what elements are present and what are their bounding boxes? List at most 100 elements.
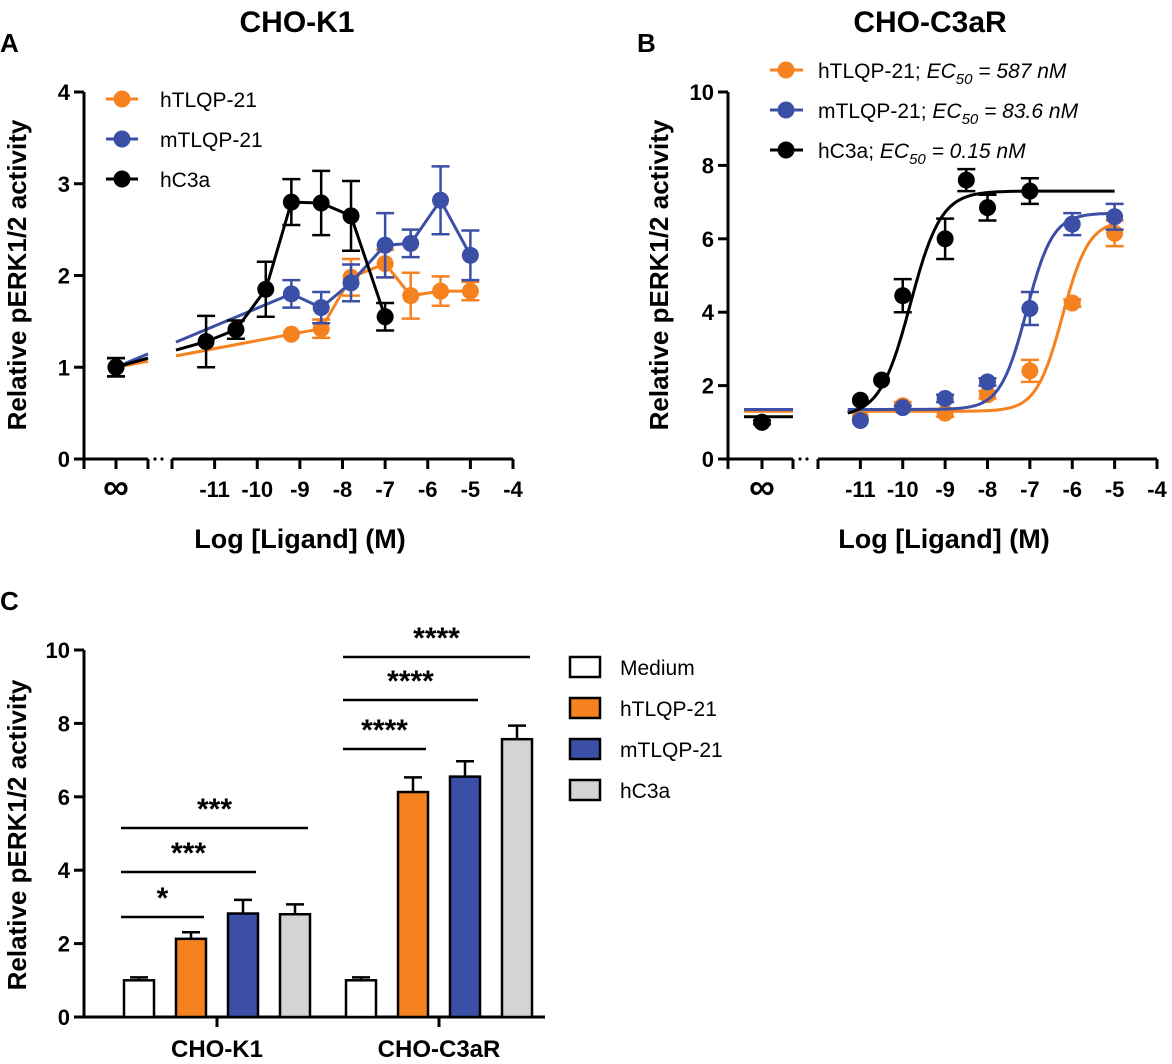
data-point [1063, 215, 1081, 233]
panel-b-title: CHO-C3aR [853, 6, 1007, 39]
data-point [312, 299, 330, 317]
panel-b-letter: B [637, 28, 656, 58]
x-tick-label: -10 [241, 477, 273, 502]
bar-hTLQP-21 [174, 937, 208, 1019]
error-bar [286, 903, 304, 915]
x-tick-label: -4 [503, 477, 523, 502]
data-point [342, 274, 360, 292]
panel-a-title: CHO-K1 [239, 6, 354, 39]
error-bar [234, 898, 252, 914]
panel-a-ylabel: Relative pERK1/2 activity [2, 119, 32, 430]
x-tick-label: -10 [887, 477, 919, 502]
legend-swatch [568, 696, 602, 720]
panel-c-chart: C Relative pERK1/2 activity 0 2 4 6 8 10 CHO-K… [0, 586, 723, 1063]
y-tick-label: 0 [58, 447, 70, 472]
panel-c-letter: C [0, 586, 19, 616]
y-tick-label: 4 [58, 858, 71, 883]
significance-label: * [157, 882, 169, 915]
series-hTLQP-21 [107, 248, 480, 378]
data-point [936, 230, 954, 248]
data-point [979, 199, 996, 217]
y-tick-label: 3 [58, 172, 70, 197]
y-tick-label: 10 [690, 80, 714, 105]
data-point [197, 333, 215, 351]
legend-label: mTLQP-21 [620, 739, 723, 762]
bar-mTLQP-21 [448, 775, 482, 1019]
data-point [851, 411, 869, 429]
legend-marker [777, 101, 795, 119]
data-point [312, 194, 330, 212]
legend-marker [777, 61, 795, 79]
x-tick-label: -5 [1105, 477, 1125, 502]
data-point [282, 325, 300, 343]
data-point [432, 191, 450, 209]
data-point [342, 207, 360, 225]
legend-label: hTLQP-21; EC50 = 587 nM [818, 60, 1067, 88]
y-tick-label: 6 [58, 785, 70, 810]
y-tick-label: 8 [702, 153, 714, 178]
data-point [979, 373, 996, 391]
significance-label: **** [413, 622, 460, 655]
series-hTLQP-21 [744, 219, 1124, 431]
legend-label: Medium [620, 657, 695, 680]
significance-label: *** [197, 793, 232, 826]
y-tick-label: 0 [702, 447, 714, 472]
data-point [402, 234, 420, 252]
data-point [227, 321, 245, 339]
axis-break-dot [798, 457, 802, 461]
x-tick-label: -5 [461, 477, 481, 502]
panel-b-chart: B CHO-C3aR Relative pERK1/2 activity Log… [637, 6, 1168, 554]
y-tick-label: 10 [46, 638, 70, 663]
baseline-point [753, 413, 771, 431]
legend-label: mTLQP-21 [160, 129, 263, 152]
legend-marker [113, 170, 131, 188]
legend-marker [777, 141, 795, 159]
bar-mTLQP-21 [226, 912, 260, 1019]
legend-marker [113, 130, 131, 148]
legend-marker [113, 90, 131, 108]
x-tick-label: -9 [935, 477, 955, 502]
x-tick-label: -9 [290, 477, 310, 502]
bar-hTLQP-21 [396, 790, 430, 1019]
panel-b-ylabel: Relative pERK1/2 activity [644, 119, 674, 430]
panel-c-legend: Medium hTLQP-21 mTLQP-21 hC3a [568, 655, 723, 803]
x-tick-label: -6 [1062, 477, 1082, 502]
data-point [851, 391, 869, 409]
panel-a-chart: A CHO-K1 Relative pERK1/2 activity Log [… [0, 6, 524, 554]
y-tick-label: 1 [58, 355, 70, 380]
data-point [1021, 182, 1039, 200]
y-tick-label: 8 [58, 711, 70, 736]
panel-b-legend: hTLQP-21; EC50 = 587 nM mTLQP-21; EC50 = … [770, 60, 1079, 168]
panel-b-axes: 0 2 4 6 8 10 ∞ -11 -10 -9 -8 -7 -6 -5 -4 [690, 80, 1168, 507]
x-tick-label: -8 [978, 477, 998, 502]
data-point [461, 282, 479, 300]
legend-swatch [568, 778, 602, 802]
data-point [979, 386, 996, 404]
x-tick-label: -8 [333, 477, 353, 502]
x-tick-label-infinity: ∞ [749, 466, 775, 507]
data-point [936, 404, 954, 422]
x-tick-label: -7 [375, 477, 395, 502]
y-tick-label: 0 [58, 1005, 70, 1030]
bar-Medium [122, 979, 156, 1019]
significance-label: *** [171, 837, 206, 870]
panel-c-significance: ******************* [121, 622, 530, 919]
x-tick-label: -6 [418, 477, 438, 502]
fit-curve [847, 222, 1116, 413]
panel-a-letter: A [0, 28, 19, 58]
y-tick-label: 2 [58, 264, 70, 289]
x-category-label: CHO-K1 [171, 1036, 263, 1063]
bar-Medium [344, 979, 378, 1019]
data-point [432, 282, 450, 300]
data-point [282, 285, 300, 303]
significance-label: **** [387, 665, 434, 698]
legend-swatch [568, 655, 602, 679]
data-point [873, 371, 891, 389]
bar-group-CHO-C3aR [344, 724, 534, 1019]
panel-a-legend: hTLQP-21 mTLQP-21 hC3a [106, 89, 263, 192]
series-hC3a [744, 167, 1115, 431]
legend-label: mTLQP-21; EC50 = 83.6 nM [818, 100, 1079, 128]
bar-hC3a [500, 737, 534, 1019]
data-point [1063, 294, 1081, 312]
